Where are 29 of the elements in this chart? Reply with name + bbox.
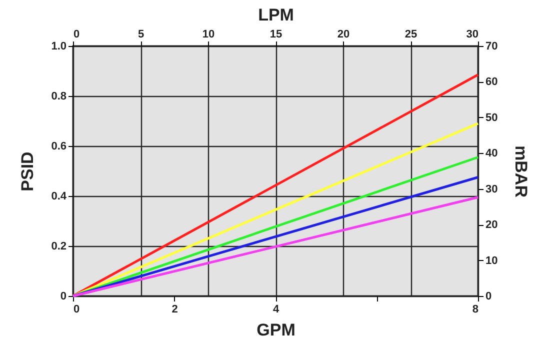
x2-tick-label: 15 xyxy=(270,28,282,40)
y2-tick-label: 40 xyxy=(486,148,498,160)
x-tick-label: 0 xyxy=(74,304,80,316)
x2-axis-title: LPM xyxy=(258,6,294,24)
x-tick-label: 4 xyxy=(272,304,280,316)
y2-tick-label: 50 xyxy=(486,112,498,124)
y-axis-title: PSID xyxy=(18,152,38,192)
x2-tick-label: 30 xyxy=(466,28,478,40)
x2-tick-label: 0 xyxy=(74,28,80,40)
y-tick-label: 0.6 xyxy=(51,140,66,152)
y2-tick-label: 10 xyxy=(486,254,498,267)
y-tick-label: 0.2 xyxy=(51,240,66,252)
y-tick-label: 0 xyxy=(60,290,66,302)
x2-tick-label: 10 xyxy=(202,28,215,40)
y-tick-label: 0.4 xyxy=(51,190,68,202)
y-tick-label: 1.0 xyxy=(51,40,66,52)
y2-tick-label: 0 xyxy=(486,290,492,302)
y2-axis-title: mBAR xyxy=(512,146,531,198)
y2-tick-label: 30 xyxy=(486,183,498,196)
x-tick-label: 8 xyxy=(472,304,478,316)
y2-tick-label: 20 xyxy=(486,219,498,232)
x2-tick-label: 20 xyxy=(337,28,350,40)
x-tick-label: 2 xyxy=(172,304,178,316)
x2-tick-label: 25 xyxy=(404,28,418,40)
y2-tick-label: 70 xyxy=(486,40,498,52)
y-tick-label: 0.8 xyxy=(51,90,66,102)
x2-tick-label: 5 xyxy=(138,28,144,40)
x-axis-title: GPM xyxy=(256,320,296,340)
y2-tick-label: 60 xyxy=(486,76,498,88)
